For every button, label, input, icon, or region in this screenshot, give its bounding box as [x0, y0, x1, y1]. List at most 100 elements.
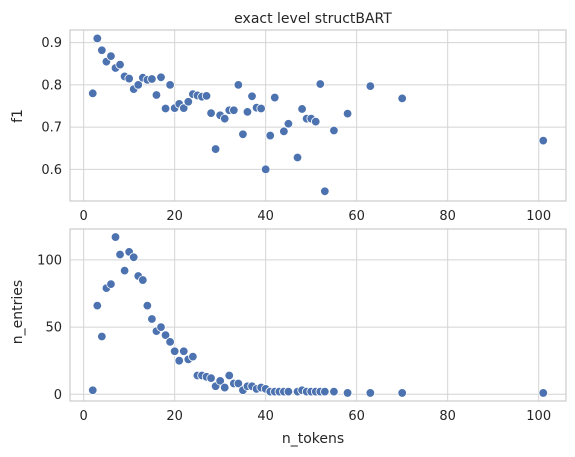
scatter-point [188, 351, 198, 362]
scatter-point [201, 91, 212, 101]
scatter-point [160, 330, 171, 340]
bottom-x-axis-label: n_tokens [282, 431, 344, 447]
top-scatter-panel: exact level structBART f1 0 20 40 60 80 100 0.… [10, 11, 567, 224]
scatter-point [206, 108, 216, 118]
scatter-point [265, 130, 275, 141]
scatter-point [397, 388, 407, 398]
scatter-point [229, 105, 239, 115]
scatter-point [142, 300, 153, 311]
gridlines [70, 30, 566, 201]
scatter-point [279, 126, 289, 137]
scatter-point [124, 73, 134, 84]
gridlines [70, 229, 566, 401]
scatter-point [179, 103, 189, 113]
scatter-point [115, 249, 125, 260]
y-tick-label: 0.9 [41, 36, 62, 51]
scatter-point [220, 382, 230, 393]
scatter-point [220, 113, 230, 124]
x-tick-label: 40 [257, 209, 274, 224]
x-tick-label: 0 [80, 409, 88, 424]
scatter-point [179, 346, 189, 356]
plot-frame [69, 29, 567, 202]
scatter-point [97, 45, 107, 55]
scatter-point [283, 386, 294, 397]
scatter-point [233, 80, 244, 90]
scatter-point [92, 33, 103, 44]
x-tick-label: 100 [526, 209, 551, 224]
scatter-point [129, 252, 139, 262]
scatter-point [88, 385, 98, 395]
top-chart-title: exact level structBART [234, 11, 392, 27]
x-tick-label: 20 [166, 209, 183, 224]
scatter-point [215, 376, 225, 386]
x-tick-label: 100 [526, 409, 551, 424]
scatter-point [292, 152, 303, 163]
scatter-point [342, 108, 353, 119]
scatter-point [147, 74, 157, 84]
scatter-point [283, 119, 294, 129]
scatter-point [174, 355, 184, 366]
x-tick-label: 60 [348, 209, 365, 224]
scatter-point [256, 103, 266, 114]
scatter-point [242, 107, 253, 117]
scatter-point [247, 91, 257, 101]
scatter-point [92, 300, 103, 311]
y-tick-label: 0.6 [41, 163, 62, 178]
scatter-point [320, 186, 330, 196]
scatter-point [106, 51, 116, 61]
scatter-point [119, 265, 130, 276]
scatter-point [106, 279, 116, 289]
scatter-point [169, 346, 180, 356]
y-tick-label: 50 [45, 321, 62, 336]
scatter-points [88, 33, 548, 196]
y-tick-label: 0.7 [41, 121, 62, 136]
scatter-point [270, 92, 280, 103]
scatter-point [156, 72, 166, 82]
scatter-point [156, 322, 166, 332]
scatter-point [151, 90, 162, 100]
top-y-axis-label: f1 [10, 109, 26, 123]
x-tick-label: 0 [80, 209, 88, 224]
x-tick-label: 80 [439, 409, 456, 424]
y-tick-label: 0.8 [41, 78, 62, 93]
scatter-point [165, 337, 175, 347]
scatter-point [206, 373, 216, 383]
scatter-point [329, 125, 339, 136]
scatter-point [260, 164, 271, 175]
plot-frame [69, 228, 567, 402]
scatter-point [138, 275, 148, 285]
scatter-point [183, 97, 194, 107]
scatter-point [365, 388, 376, 398]
y-tick-label: 0 [54, 388, 62, 403]
x-tick-label: 40 [257, 409, 274, 424]
scatter-point [97, 331, 107, 342]
scatter-point [538, 135, 548, 146]
scatter-point [315, 79, 325, 89]
scatter-point [210, 144, 221, 154]
scatter-point [165, 80, 175, 90]
scatter-point [115, 59, 125, 70]
scatter-point [147, 314, 157, 324]
scatter-point [320, 386, 330, 397]
scatter-point [133, 80, 143, 90]
scatter-point [365, 81, 376, 91]
scatter-point [311, 116, 321, 127]
x-tick-label: 60 [348, 409, 365, 424]
scatter-points [88, 232, 548, 398]
y-tick-label: 100 [37, 253, 62, 268]
scatter-point [342, 388, 353, 398]
scatter-point [297, 104, 307, 114]
scatter-point [224, 370, 234, 381]
scatter-point [397, 93, 407, 104]
scatter-point [538, 388, 548, 398]
scatter-point [233, 378, 244, 389]
bottom-scatter-panel: n_entries n_tokens 0 20 40 60 80 100 0 50 100 [10, 228, 567, 447]
scatter-point [110, 232, 121, 242]
bottom-y-axis-label: n_entries [10, 280, 26, 344]
scatter-point [88, 88, 98, 99]
x-tick-label: 20 [166, 409, 183, 424]
scatter-point [238, 129, 248, 139]
x-tick-label: 80 [439, 209, 456, 224]
scatter-point [329, 386, 339, 397]
